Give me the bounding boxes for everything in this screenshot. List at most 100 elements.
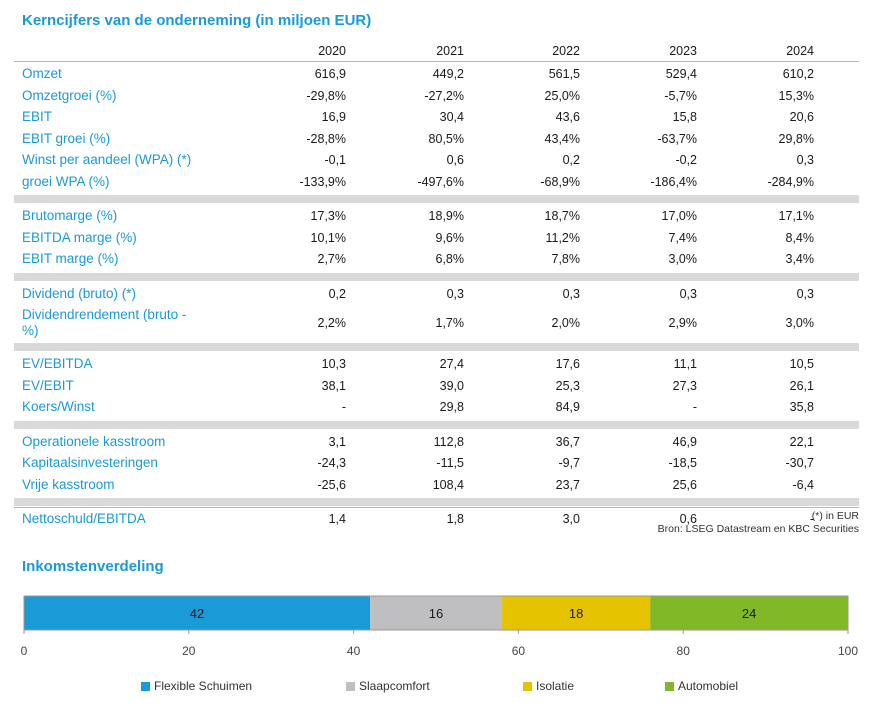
table-row: Koers/Winst - 29,8 84,9 - 35,8 <box>0 397 887 419</box>
cell-value: 3,4% <box>785 252 815 266</box>
cell-value: 1,4 <box>328 512 346 526</box>
year-header-2023: 2023 <box>669 44 697 58</box>
x-tick-label: 100 <box>838 644 858 658</box>
row-label: Dividendrendement (bruto -%) <box>22 307 187 338</box>
cell-value: -284,9% <box>767 174 814 189</box>
row-label: Koers/Winst <box>22 399 95 414</box>
cell-value: -30,7 <box>785 456 815 470</box>
cell-value: 11,1 <box>673 357 697 371</box>
group-separator <box>14 343 859 351</box>
cell-value: -28,8% <box>306 131 346 146</box>
cell-value: 2,7% <box>317 252 347 266</box>
cell-value: 0,3 <box>796 153 814 167</box>
cell-value: 46,9 <box>672 434 697 449</box>
revenue-split-chart: 42 16 18 24 0 20 40 60 80 100 <box>21 595 858 658</box>
cell-value: 0,3 <box>446 286 464 301</box>
cell-value: 43,4% <box>544 131 580 146</box>
cell-value: 25,6 <box>672 477 697 492</box>
table-row: Dividendrendement (bruto -%) 2,2% 1,7% 2,0%… <box>0 305 887 341</box>
legend-label: Isolatie <box>536 679 575 693</box>
table-row: Nettoschuld/EBITDA 1,4 1,8 3,0 0,6 - <box>0 509 887 531</box>
cell-value: -63,7% <box>657 131 697 146</box>
legend-item: Isolatie <box>523 679 574 693</box>
legend-item: Automobiel <box>665 679 738 693</box>
cell-value: 616,9 <box>314 67 346 81</box>
table-row: Omzet 616,9 449,2 561,5 529,4 610,2 <box>0 64 887 86</box>
row-label: Vrije kasstroom <box>22 476 115 492</box>
cell-value: 36,7 <box>555 434 580 449</box>
legend-swatch <box>346 681 355 691</box>
table-row: EV/EBITDA 10,3 27,4 17,6 11,1 10,5 <box>0 354 887 376</box>
cell-value: -25,6 <box>317 477 347 492</box>
cell-value: 3,1 <box>328 434 346 449</box>
row-label: EBIT <box>22 109 53 124</box>
table-row: Brutomarge (%) 17,3% 18,9% 18,7% 17,0% 17,1% <box>0 206 887 228</box>
cell-value: 1,8 <box>446 512 464 526</box>
row-label: Omzet <box>22 66 62 81</box>
table-row: EBIT 16,9 30,4 43,6 15,8 20,6 <box>0 107 887 129</box>
cell-value: 15,8 <box>672 110 697 124</box>
cell-value: -5,7% <box>664 88 697 103</box>
row-label: groei WPA (%) <box>22 173 110 189</box>
year-header-2020: 2020 <box>318 44 346 58</box>
table-row: EV/EBIT 38,1 39,0 25,3 27,3 26,1 <box>0 376 887 398</box>
cell-value: 0,3 <box>562 286 580 301</box>
cell-value: 18,9% <box>428 209 464 223</box>
x-tick-label: 40 <box>347 644 361 658</box>
cell-value: 2,2% <box>317 316 347 330</box>
group-separator <box>14 272 859 281</box>
group-separator <box>14 420 859 429</box>
bar-segment-2 <box>501 596 651 630</box>
cell-value: 26,1 <box>789 378 814 393</box>
table-row: EBIT groei (%) -28,8% 80,5% 43,4% -63,7% 29,8… <box>0 129 887 151</box>
cell-value: 17,1% <box>778 209 814 223</box>
cell-value: 29,8 <box>439 400 464 414</box>
row-label: Winst per aandeel (WPA) (*) <box>22 152 192 167</box>
cell-value: 561,5 <box>548 67 580 81</box>
cell-value: 449,2 <box>432 67 464 81</box>
table-row: Operationele kasstroom 3,1 112,8 36,7 46,9 22… <box>0 432 887 454</box>
cell-value: 108,4 <box>432 477 464 492</box>
cell-value: 15,3% <box>778 88 814 103</box>
cell-value: 10,5 <box>789 357 814 371</box>
bar-data-label: 18 <box>569 606 583 621</box>
cell-value: 0,2 <box>328 286 346 301</box>
cell-value: 0,6 <box>446 153 464 167</box>
cell-value: -133,9% <box>299 174 346 189</box>
table-row: Vrije kasstroom -25,6 108,4 23,7 25,6 -6,4 <box>0 475 887 497</box>
year-header-2022: 2022 <box>552 44 580 58</box>
cell-value: 2,9% <box>668 316 698 330</box>
cell-value: 3,0% <box>785 316 815 330</box>
cell-value: 529,4 <box>665 67 697 81</box>
cell-value: -18,5 <box>668 456 698 470</box>
row-label: EBITDA marge (%) <box>22 229 137 245</box>
row-label: Kapitaalsinvesteringen <box>22 455 158 470</box>
cell-value: 3,0% <box>668 252 698 266</box>
table-row: Winst per aandeel (WPA) (*) -0,1 0,6 0,2 -0,… <box>0 150 887 172</box>
cell-value: 0,3 <box>679 286 697 301</box>
cell-value: 7,4% <box>668 230 698 245</box>
cell-value: 20,6 <box>789 110 814 124</box>
source-note: Bron: LSEG Datastream en KBC Securities <box>657 523 859 535</box>
legend-swatch <box>523 681 532 691</box>
year-header-2021: 2021 <box>436 44 464 58</box>
table-bottom-divider <box>14 507 859 508</box>
cell-value: 7,8% <box>551 252 581 266</box>
legend-label: Automobiel <box>678 679 739 693</box>
x-tick-label: 20 <box>182 644 196 658</box>
bar-data-label: 24 <box>742 606 756 621</box>
cell-value: -9,7 <box>558 456 580 470</box>
cell-value: 9,6% <box>435 230 465 245</box>
cell-value: 80,5% <box>428 131 464 146</box>
legend-swatch <box>665 681 674 691</box>
row-label: Brutomarge (%) <box>22 208 118 223</box>
bar-segment-3 <box>650 596 848 630</box>
cell-value: - <box>341 400 346 414</box>
year-header-2024: 2024 <box>786 44 814 58</box>
cell-value: 17,6 <box>555 357 580 371</box>
bar-segment-0 <box>24 596 371 630</box>
table-row: Kapitaalsinvesteringen -24,3 -11,5 -9,7 -18,… <box>0 453 887 475</box>
group-separator <box>14 498 859 506</box>
cell-value: 0,6 <box>679 512 697 526</box>
cell-value: -68,9% <box>540 174 580 189</box>
